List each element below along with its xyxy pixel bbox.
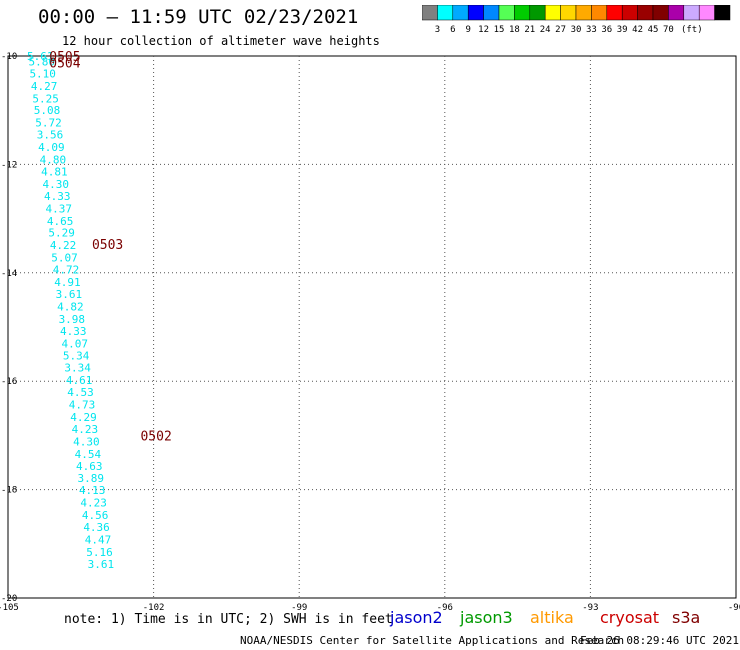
wave-height-label: 4.33 <box>60 325 87 338</box>
wave-height-label: 4.65 <box>47 215 74 228</box>
wave-height-label: 4.30 <box>73 435 100 448</box>
wave-height-label: 4.56 <box>82 509 109 522</box>
y-tick-label: -10 <box>1 52 17 62</box>
colorbar-label: 70 <box>663 25 674 35</box>
wave-height-plot: -105 -102 -99 -96 -93 -90 -10 -12 -14 -16 -18 -20 5.… <box>0 50 740 612</box>
time-label: 0504 <box>49 57 80 72</box>
wave-height-label: 3.56 <box>37 129 64 142</box>
x-tick-label: -90 <box>728 603 740 612</box>
legend-s3a: s3a <box>672 608 701 627</box>
footer-timestamp: Feb 26 08:29:46 UTC 2021 <box>580 634 739 647</box>
wave-height-label: 4.82 <box>57 300 84 313</box>
colorbar-label: 36 <box>601 25 612 35</box>
wave-height-label: 4.72 <box>53 264 80 277</box>
colorbar-label: (ft) <box>681 25 703 35</box>
colorbar-label: 24 <box>540 25 551 35</box>
colorbar-label: 12 <box>478 25 489 35</box>
legend-jason2: jason2 <box>390 608 443 627</box>
wave-height-label: 4.37 <box>45 202 72 215</box>
wave-height-label: 4.91 <box>54 276 81 289</box>
colorbar-swatch <box>714 5 731 21</box>
time-label: 0505 <box>49 50 80 65</box>
legend-cryosat: cryosat <box>600 608 660 627</box>
wave-height-label: 5.16 <box>86 546 113 559</box>
colorbar-label: 27 <box>555 25 566 35</box>
wave-height-label: 5.25 <box>32 92 59 105</box>
colorbar-label: 42 <box>632 25 643 35</box>
y-tick-label: -20 <box>1 594 17 604</box>
wave-height-label: 4.13 <box>79 484 106 497</box>
wave-height-label: 5.80 <box>28 55 55 68</box>
chart-subtitle: 12 hour collection of altimeter wave hei… <box>62 34 380 48</box>
wave-height-label: 4.27 <box>31 80 58 93</box>
wave-height-label: 4.30 <box>43 178 70 191</box>
wave-height-label: 4.23 <box>80 497 107 510</box>
x-tick-label: -96 <box>437 603 453 612</box>
wave-height-label: 4.29 <box>70 411 97 424</box>
colorbar-label: 15 <box>494 25 505 35</box>
colorbar-legend: 3 6 9 12 15 18 21 24 27 30 33 36 39 42 45 70 (ft) <box>422 5 731 35</box>
wave-height-label: 4.07 <box>61 337 88 350</box>
wave-height-label: 3.34 <box>64 362 91 375</box>
wave-height-label: 5.29 <box>48 227 75 240</box>
wave-height-label: 5.07 <box>51 252 78 265</box>
legend-altika: altika <box>530 608 574 627</box>
colorbar-label: 6 <box>450 25 455 35</box>
colorbar-label: 30 <box>571 25 582 35</box>
wave-height-label: 4.23 <box>72 423 99 436</box>
wave-height-label: 4.09 <box>38 141 65 154</box>
y-tick-label: -12 <box>1 160 17 170</box>
wave-height-label: 4.22 <box>50 239 77 252</box>
wave-height-label: 4.73 <box>69 399 96 412</box>
wave-height-label: 5.08 <box>34 104 61 117</box>
x-tick-label: -105 <box>0 603 19 612</box>
legend-jason3: jason3 <box>460 608 513 627</box>
wave-height-label: 5.72 <box>35 117 62 130</box>
wave-height-label: 3.61 <box>88 558 115 571</box>
y-tick-label: -18 <box>1 486 17 496</box>
wave-height-label: 5.61 <box>27 50 54 63</box>
wave-height-label: 4.36 <box>83 521 110 534</box>
wave-height-label: 4.81 <box>41 165 68 178</box>
wave-height-label: 4.47 <box>85 533 112 546</box>
colorbar-label: 39 <box>617 25 628 35</box>
x-tick-label: -102 <box>143 603 165 612</box>
time-label: 0502 <box>140 429 171 444</box>
y-tick-label: -14 <box>1 269 17 279</box>
plot-frame <box>7 55 737 599</box>
wave-height-label: 4.63 <box>76 460 103 473</box>
wave-height-label: 5.10 <box>29 67 56 80</box>
wave-height-label: 4.53 <box>67 386 94 399</box>
time-label: 0503 <box>92 238 123 253</box>
wave-height-label: 5.34 <box>63 350 90 363</box>
footer-credit: NOAA/NESDIS Center for Satellite Applica… <box>240 634 625 647</box>
colorbar-label: 33 <box>586 25 597 35</box>
x-tick-label: -93 <box>582 603 598 612</box>
wave-height-label: 4.61 <box>66 374 93 387</box>
wave-height-label: 3.61 <box>56 288 83 301</box>
wave-height-label: 3.89 <box>77 472 104 485</box>
y-tick-label: -16 <box>1 377 17 387</box>
wave-height-label: 3.98 <box>59 313 86 326</box>
colorbar-label: 18 <box>509 25 520 35</box>
wave-height-label: 4.54 <box>75 448 102 461</box>
colorbar-label: 45 <box>648 25 659 35</box>
wave-height-label: 4.80 <box>40 154 67 167</box>
colorbar-label: 3 <box>435 25 440 35</box>
colorbar-label: 9 <box>465 25 470 35</box>
colorbar-label: 21 <box>524 25 535 35</box>
wave-height-label: 4.33 <box>44 190 71 203</box>
chart-title: 00:00 – 11:59 UTC 02/23/2021 <box>38 6 359 28</box>
footer-note: note: 1) Time is in UTC; 2) SWH is in fe… <box>64 612 393 627</box>
x-tick-label: -99 <box>291 603 307 612</box>
